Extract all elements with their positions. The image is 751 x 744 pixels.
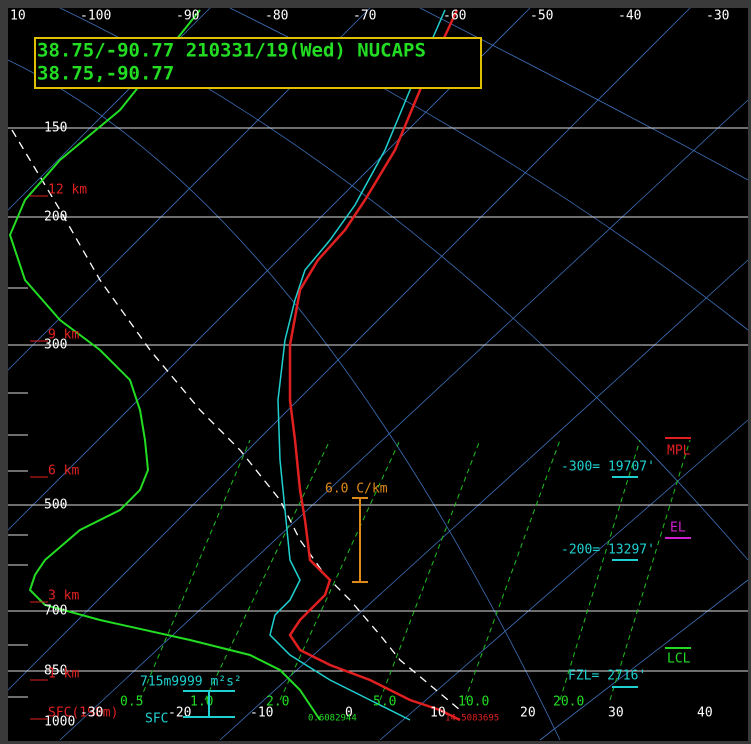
label: 1 km: [48, 667, 79, 682]
height-labels: 12 km 9 km 6 km 3 km 1 km SFC(198m): [30, 183, 118, 721]
top-temperature-labels: 10 -100 -90 -80 -70 -60 -50 -40 -30: [10, 9, 729, 24]
label: 700: [44, 604, 67, 619]
level-200: -200= 13297': [561, 543, 655, 558]
label: -100: [80, 9, 111, 24]
skewed-isotherms: [7, 7, 749, 741]
label: 30: [608, 706, 624, 721]
label: 40: [697, 706, 713, 721]
header-line: 38.75/-90.77 210331/19(Wed) NUCAPS: [37, 40, 426, 62]
label: -30: [706, 9, 729, 24]
label: 6 km: [48, 464, 79, 479]
label: -80: [265, 9, 288, 24]
label: 3 km: [48, 589, 79, 604]
header-box: 38.75/-90.77 210331/19(Wed) NUCAPS 38.75…: [34, 37, 482, 89]
label: 9 km: [48, 328, 79, 343]
label: 10.0: [458, 695, 489, 710]
label: 150: [44, 121, 67, 136]
label: -90: [176, 9, 199, 24]
label: 20.0: [553, 695, 584, 710]
dewpoint-trace: [269, 9, 446, 721]
lcl-label: LCL: [667, 652, 691, 667]
label: -40: [618, 9, 641, 24]
red-value: 14.5083695: [445, 714, 499, 724]
label: -10: [250, 706, 273, 721]
mixing-ratio-labels: 0.5 1.0 2.0 5.0 10.0 20.0: [120, 695, 584, 710]
green-value: 0.6082944: [308, 714, 357, 724]
label: 1000: [44, 715, 75, 730]
label: 5.0: [373, 695, 396, 710]
label: 0: [345, 706, 353, 721]
label: 0.5: [120, 695, 143, 710]
isobars: [8, 127, 748, 698]
label: 200: [44, 210, 67, 225]
label: 850: [44, 664, 67, 679]
mixing-ratio-lines: [139, 439, 691, 701]
helicity: 715m9999 m²s²: [140, 675, 242, 690]
label: -70: [353, 9, 376, 24]
label: 10: [430, 706, 446, 721]
temperature-trace: [288, 9, 461, 722]
label: -30: [80, 706, 103, 721]
pressure-labels: 150 200 300 500 700 850 1000: [44, 121, 75, 730]
wetbulb-trace: [8, 9, 321, 721]
label: 300: [44, 338, 67, 353]
annotations: 6.0 C/km MPL EL LCL -300= 19707' -200= 1…: [140, 437, 691, 727]
sfc-label: SFC: [145, 712, 168, 727]
level-300: -300= 19707': [561, 460, 655, 475]
freezing-level: FZL= 2716': [568, 669, 646, 684]
label: SFC(198m): [48, 706, 118, 721]
label: -50: [530, 9, 553, 24]
bottom-temperature-labels: -30 -20 -10 0 10 20 30 40: [80, 706, 713, 721]
label: 1.0: [190, 695, 213, 710]
label: -20: [168, 706, 191, 721]
header-line: 38.75,-90.77: [37, 63, 174, 85]
label: 20: [520, 706, 536, 721]
label: -60: [443, 9, 466, 24]
label: 12 km: [48, 183, 87, 198]
parcel-trace: [11, 129, 461, 711]
label: 500: [44, 498, 67, 513]
label: 10: [10, 9, 26, 24]
lapse-rate: 6.0 C/km: [325, 482, 388, 497]
plot-area: [8, 8, 748, 741]
mpl-label: MPL: [667, 444, 691, 459]
label: 2.0: [266, 695, 289, 710]
el-label: EL: [670, 521, 686, 536]
